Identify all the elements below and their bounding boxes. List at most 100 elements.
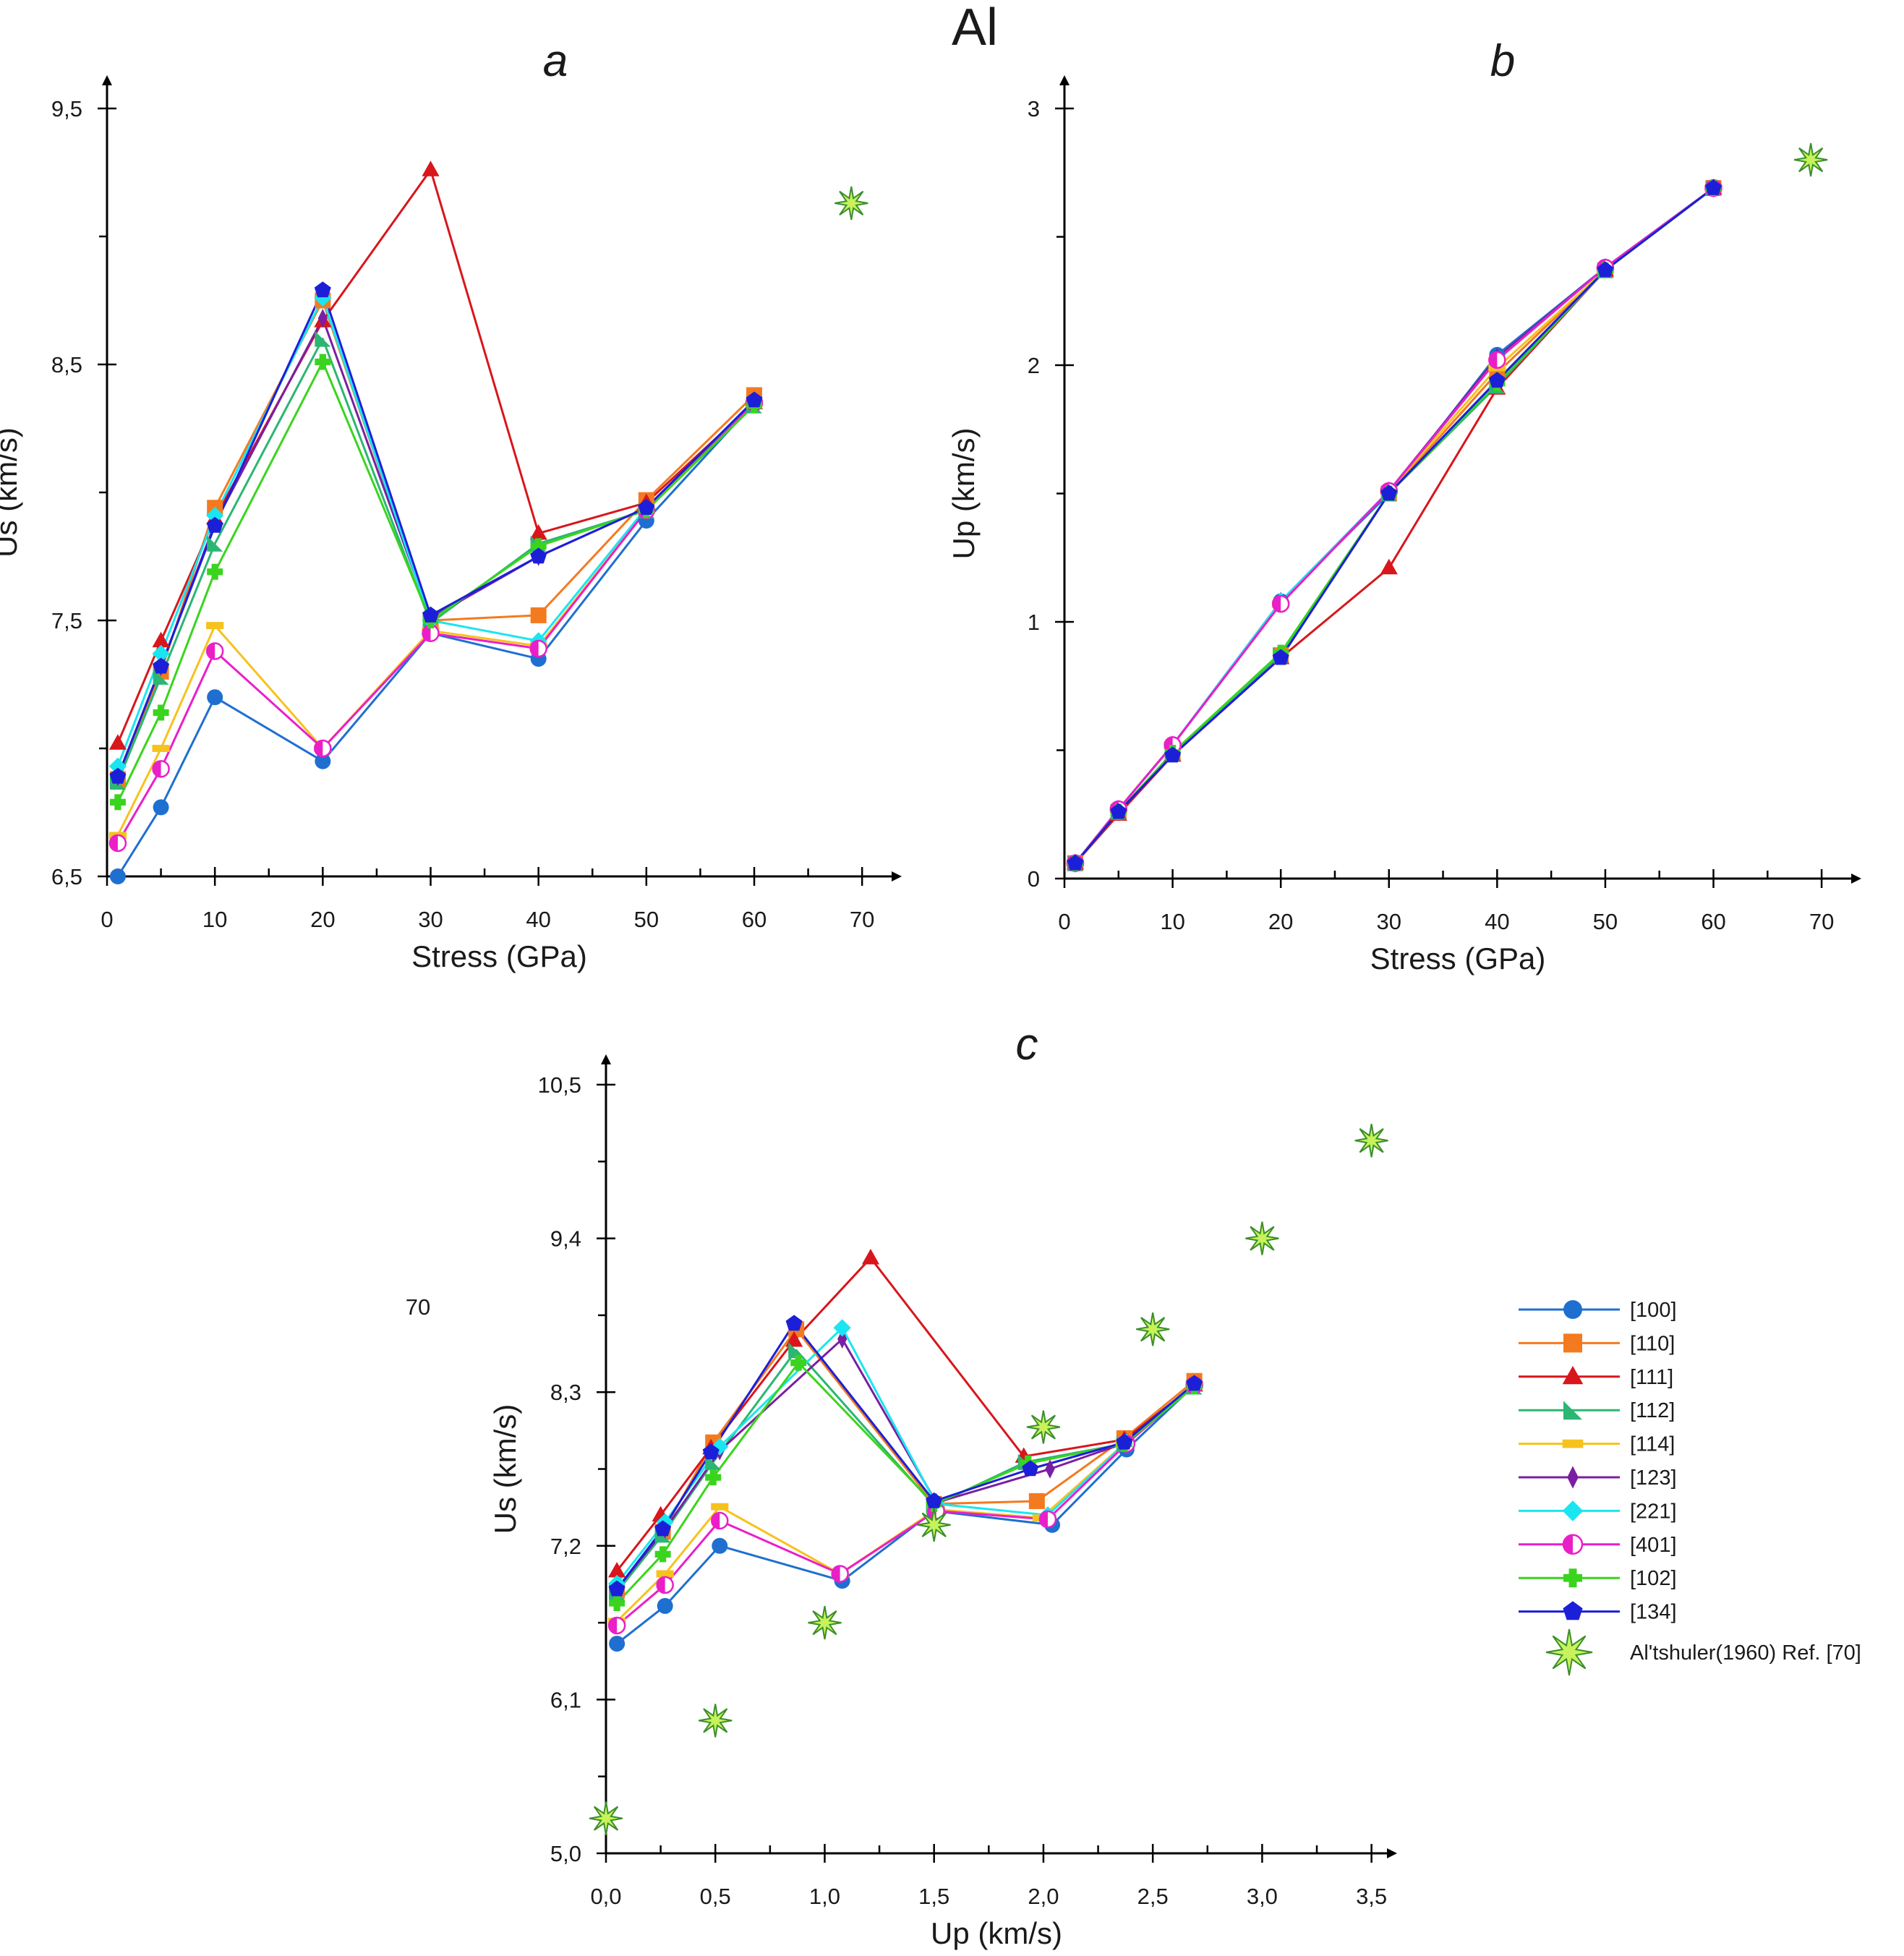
series-123-point xyxy=(837,1329,848,1349)
x-tick-label: 50 xyxy=(634,907,659,932)
series-401-point xyxy=(831,1565,849,1583)
series-221-points xyxy=(1066,179,1722,872)
series-401-point xyxy=(607,1616,626,1635)
series-134-line xyxy=(1074,187,1715,864)
series-134-point xyxy=(608,1580,626,1597)
series-102-point xyxy=(315,354,331,370)
y-axis-arrow xyxy=(601,1054,611,1064)
series-134-point xyxy=(746,391,763,408)
series-111-line xyxy=(615,1257,1195,1572)
series-112-line xyxy=(615,1349,1195,1593)
series-134-points xyxy=(1067,179,1722,871)
series-102-point xyxy=(654,1546,671,1563)
series-134-point xyxy=(654,1520,672,1537)
legend-marker-swatch xyxy=(1562,1439,1584,1448)
series-100-point xyxy=(609,1636,626,1652)
y-tick-label: 3 xyxy=(1028,96,1040,121)
x-tick-label: 40 xyxy=(1485,909,1509,934)
panel-letter: a xyxy=(543,36,568,86)
reference-points xyxy=(834,186,868,221)
legend-star-swatch xyxy=(1545,1628,1593,1676)
x-tick-label: 0 xyxy=(101,907,113,932)
series-134-point xyxy=(785,1315,803,1331)
series-112-point xyxy=(207,535,223,552)
series-401-line xyxy=(116,402,756,844)
series-111-line xyxy=(116,168,756,744)
series-134-line xyxy=(116,289,756,777)
series-102-point xyxy=(790,1354,807,1371)
legend-item-123: [123] xyxy=(1519,1466,1677,1490)
x-tick-label: 0,0 xyxy=(590,1884,621,1909)
series-111-point xyxy=(608,1561,626,1578)
series-401-point xyxy=(205,642,224,660)
series-100-point xyxy=(712,1537,728,1554)
legend-marker-swatch xyxy=(1562,1500,1584,1521)
series-134-point xyxy=(638,499,655,515)
panel-c-us-vs-up: 0,0 0,5 1,0 1,5 2,0 2,5 3,0 3,5 5,0 6,1 7,2 8,3 9,4 1… xyxy=(488,1020,1397,1950)
series-110-points xyxy=(609,1321,1203,1599)
legend-label: [100] xyxy=(1630,1299,1677,1322)
series-110-line xyxy=(116,299,756,780)
series-100-line xyxy=(116,402,756,877)
reference-star-point xyxy=(1026,1410,1061,1444)
x-tick-label: 30 xyxy=(418,907,443,932)
x-tick-label: 50 xyxy=(1593,909,1618,934)
legend-item-102: [102] xyxy=(1519,1567,1677,1590)
series-134-points xyxy=(608,1315,1203,1597)
x-tick-label: 3,0 xyxy=(1247,1884,1278,1909)
series-134-line xyxy=(615,1323,1195,1590)
series-401-points xyxy=(607,1376,1203,1635)
series-100-point xyxy=(153,799,169,816)
y-axis-arrow xyxy=(1059,75,1070,85)
reference-star-point xyxy=(699,1704,733,1738)
series-100-point xyxy=(109,868,126,884)
series-401-line xyxy=(616,1384,1195,1627)
series-102-point xyxy=(109,794,126,811)
series-111-point xyxy=(152,631,170,648)
series-221-point xyxy=(108,757,127,775)
series-401-line xyxy=(1074,187,1715,864)
x-axis-label: Up (km/s) xyxy=(931,1916,1062,1950)
legend: [100] [110] [111] [112] [114] [123] [221] [401]… xyxy=(1519,1299,1861,1676)
legend-label: [401] xyxy=(1630,1534,1677,1557)
y-axis-label: Up (km/s) xyxy=(947,428,981,560)
series-111-point xyxy=(1380,558,1398,575)
series-114-point xyxy=(711,1503,729,1511)
series-102-point xyxy=(705,1469,722,1486)
x-tick-label: 70 xyxy=(850,907,874,932)
series-221-point xyxy=(833,1319,851,1337)
series-100-point xyxy=(207,689,223,706)
series-134-point xyxy=(422,606,439,623)
series-134-point xyxy=(1116,1433,1133,1450)
series-112-point xyxy=(315,330,331,347)
x-axis-arrow xyxy=(1851,874,1861,884)
x-tick-label: 1,5 xyxy=(918,1884,949,1909)
series-114-point xyxy=(206,622,224,630)
series-123-points xyxy=(1070,178,1719,873)
y-tick-label: 9,5 xyxy=(51,96,82,121)
series-111-points xyxy=(608,1249,1203,1578)
x-tick-label: 40 xyxy=(526,907,550,932)
x-tick-label: 20 xyxy=(310,907,335,932)
x-tick-label: 60 xyxy=(742,907,767,932)
series-134-point xyxy=(1067,854,1084,871)
x-axis-label: Stress (GPa) xyxy=(1370,941,1546,975)
x-tick-label: 0,5 xyxy=(700,1884,731,1909)
x-axis-label: Stress (GPa) xyxy=(411,939,587,973)
legend-item-110: [110] xyxy=(1519,1332,1675,1355)
reference-star-point xyxy=(1245,1221,1279,1255)
series-123-point xyxy=(1045,1459,1055,1479)
series-401-point xyxy=(1488,351,1506,370)
y-tick-label: 7,5 xyxy=(51,608,82,633)
series-401-point xyxy=(152,760,170,778)
x-tick-label: 70 xyxy=(1809,909,1834,934)
legend-marker-swatch xyxy=(1563,1333,1582,1353)
legend-item-134: [134] xyxy=(1519,1601,1677,1624)
series-114-line xyxy=(616,1384,1195,1623)
y-tick-label: 2 xyxy=(1028,353,1040,378)
series-102-line xyxy=(616,1362,1195,1605)
series-221-point xyxy=(152,644,170,663)
legend-marker-swatch xyxy=(1567,1466,1579,1489)
legend-item-111: [111] xyxy=(1519,1366,1673,1389)
series-111-point xyxy=(108,734,127,750)
